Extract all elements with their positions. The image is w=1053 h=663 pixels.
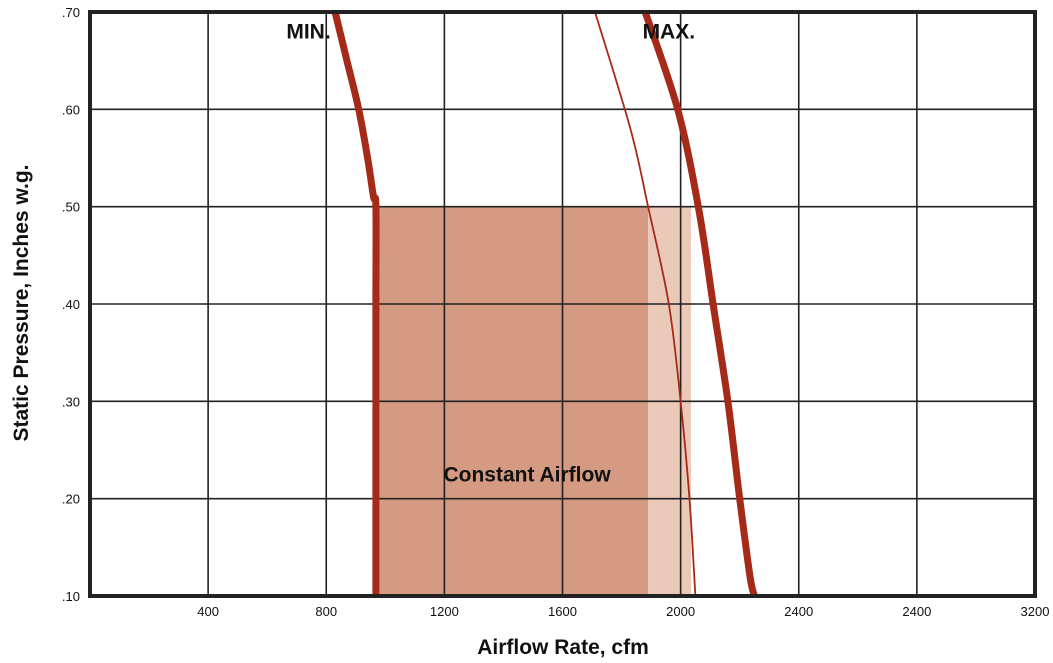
ticks-layer: 400 800 1200 1600 2000 2400 2400 3200 .10 .20 .30.… <box>62 5 1050 619</box>
curve-max <box>641 10 758 597</box>
x-tick-label: 2400 <box>902 604 931 619</box>
plot-frame <box>88 10 1037 598</box>
x-tick-label: 1600 <box>548 604 577 619</box>
y-tick-label: .10 <box>62 589 80 604</box>
y-tick-label: .70 <box>62 5 80 20</box>
y-tick-label: .50 <box>62 200 80 215</box>
y-tick-label: .30 <box>62 394 80 409</box>
series-layer <box>331 10 758 597</box>
y-tick-label: .20 <box>62 492 80 507</box>
curve-label-min: MIN. <box>286 20 330 43</box>
x-tick-label: 800 <box>315 604 337 619</box>
curve-thin <box>594 11 697 597</box>
x-tick-label: 3200 <box>1021 604 1050 619</box>
x-axis-title: Airflow Rate, cfm <box>477 636 649 659</box>
x-tick-label: 2400 <box>784 604 813 619</box>
x-tick-label: 1200 <box>430 604 459 619</box>
grid-layer <box>90 12 1035 596</box>
x-tick-label: 2000 <box>666 604 695 619</box>
labels-layer: MIN. MAX. Constant Airflow <box>286 20 695 486</box>
curve-min <box>331 11 380 596</box>
x-tick-label: 400 <box>197 604 219 619</box>
y-tick-label: .40 <box>62 297 80 312</box>
curve-label-max: MAX. <box>643 20 696 43</box>
y-axis-title: Static Pressure, Inches w.g. <box>10 165 33 442</box>
region-label: Constant Airflow <box>443 463 611 486</box>
y-tick-label: .60 <box>62 102 80 117</box>
